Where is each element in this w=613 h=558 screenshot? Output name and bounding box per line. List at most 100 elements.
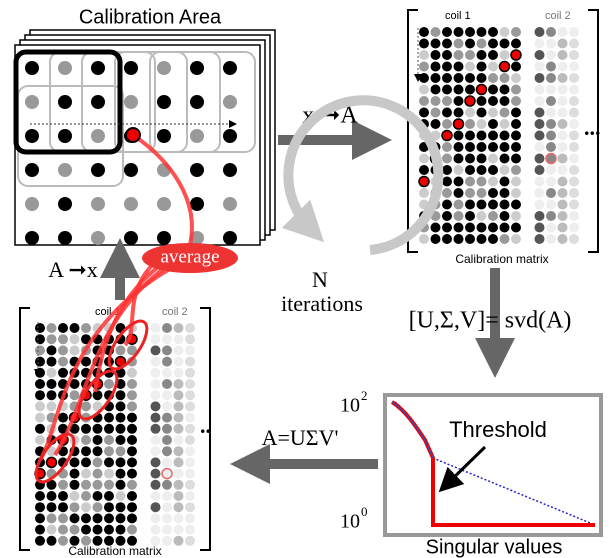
- dot: [190, 95, 204, 109]
- dot: [93, 536, 103, 546]
- dot: [419, 165, 429, 175]
- dot: [488, 131, 498, 141]
- dot: [500, 62, 510, 72]
- dot: [500, 96, 510, 106]
- dot: [477, 211, 487, 221]
- figure: Calibration Area x ➞A coil 1 coil 2 ... …: [0, 0, 613, 558]
- dot: [488, 73, 498, 83]
- dot: [35, 334, 45, 344]
- dot: [546, 96, 556, 106]
- dot: [465, 234, 475, 244]
- dot: [185, 435, 195, 445]
- dot: [58, 513, 68, 523]
- dot: [190, 61, 204, 75]
- dot: [511, 177, 521, 187]
- dot: [223, 61, 237, 75]
- dot: [558, 154, 568, 164]
- dot: [546, 131, 556, 141]
- dot: [174, 413, 184, 423]
- dot: [157, 95, 171, 109]
- dot: [465, 188, 475, 198]
- dot: [442, 50, 452, 60]
- dot: [569, 142, 579, 152]
- dot: [162, 469, 172, 479]
- dot: [477, 119, 487, 129]
- dot: [174, 435, 184, 445]
- dot: [454, 142, 464, 152]
- dot: [81, 323, 91, 333]
- dot: [104, 536, 114, 546]
- dot: [58, 323, 68, 333]
- dot: [500, 108, 510, 118]
- dot: [454, 177, 464, 187]
- dot: [558, 108, 568, 118]
- dot: [104, 513, 114, 523]
- dot: [174, 502, 184, 512]
- dot: [558, 62, 568, 72]
- dot: [116, 435, 126, 445]
- dot: [151, 446, 161, 456]
- dot: [511, 119, 521, 129]
- dot: [25, 95, 39, 109]
- dot: [116, 424, 126, 434]
- dot: [535, 200, 545, 210]
- dot: [535, 234, 545, 244]
- dot: [223, 95, 237, 109]
- y-label: 10: [340, 395, 360, 417]
- dot: [488, 223, 498, 233]
- dot: [431, 108, 441, 118]
- dot: [91, 231, 105, 245]
- step-label: A=UΣV': [262, 425, 339, 450]
- dot: [151, 413, 161, 423]
- dot: [116, 446, 126, 456]
- dot: [454, 96, 464, 106]
- dot: [442, 108, 452, 118]
- dot: [431, 27, 441, 37]
- dot: [465, 62, 475, 72]
- dot: [558, 200, 568, 210]
- dot: [223, 129, 237, 143]
- dot: [500, 119, 510, 129]
- dot: [151, 424, 161, 434]
- dot: [151, 357, 161, 367]
- dot: [127, 424, 137, 434]
- dot: [500, 39, 510, 49]
- loop-arrow: [288, 100, 438, 250]
- dot: [127, 480, 137, 490]
- dot: [70, 345, 80, 355]
- dot: [546, 223, 556, 233]
- dot: [91, 163, 105, 177]
- dot: [569, 200, 579, 210]
- dot: [511, 188, 521, 198]
- dot: [558, 177, 568, 187]
- dot: [174, 457, 184, 467]
- dot: [535, 50, 545, 60]
- dot: [162, 536, 172, 546]
- dot: [174, 368, 184, 378]
- dot: [58, 357, 68, 367]
- dot: [162, 446, 172, 456]
- dot: [35, 502, 45, 512]
- dot: [569, 165, 579, 175]
- dot: [25, 231, 39, 245]
- dot: [190, 197, 204, 211]
- dot: [70, 502, 80, 512]
- dot: [58, 197, 72, 211]
- dot: [465, 223, 475, 233]
- dot: [151, 368, 161, 378]
- dot: [104, 446, 114, 456]
- dot: [477, 154, 487, 164]
- dot: [162, 368, 172, 378]
- dot: [116, 345, 126, 355]
- dot: [47, 536, 57, 546]
- dot: [70, 469, 80, 479]
- dot: [151, 525, 161, 535]
- dot: [500, 200, 510, 210]
- dot: [511, 50, 521, 60]
- dot: [58, 129, 72, 143]
- dot: [546, 177, 556, 187]
- dot: [511, 211, 521, 221]
- dot: [81, 502, 91, 512]
- dot: [569, 27, 579, 37]
- dot: [35, 368, 45, 378]
